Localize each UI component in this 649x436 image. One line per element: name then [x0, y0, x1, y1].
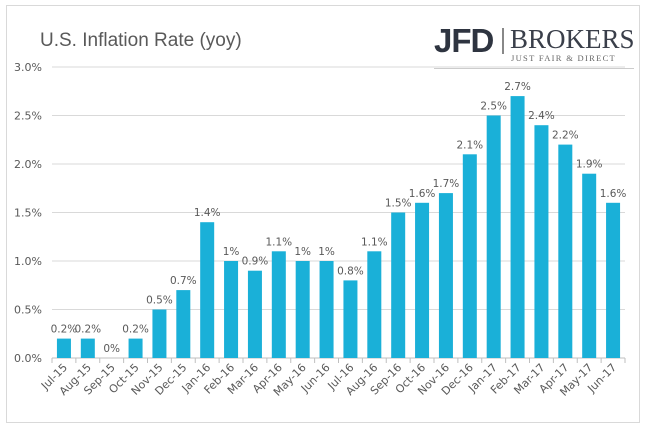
- y-tick-label: 1.0%: [14, 255, 42, 268]
- bar: [128, 338, 143, 358]
- bar: [415, 202, 430, 358]
- data-label: 2.4%: [528, 110, 555, 122]
- data-label: 0.2%: [74, 324, 101, 336]
- data-label: 1.1%: [361, 236, 388, 248]
- data-label: 0.9%: [242, 256, 269, 268]
- bar: [56, 338, 71, 358]
- logo-tagline: JUST FAIR & DIRECT: [511, 53, 617, 63]
- logo-brokers: BROKERS: [510, 24, 635, 54]
- bar: [271, 251, 286, 358]
- jfd-brokers-logo: JFD BROKERS JUST FAIR & DIRECT: [434, 22, 635, 69]
- logo-jfd: JFD: [434, 22, 494, 59]
- bar: [510, 96, 525, 358]
- bar: [582, 173, 597, 358]
- y-tick-label: 1.5%: [14, 207, 42, 220]
- y-tick-label: 2.0%: [14, 158, 42, 171]
- bar: [606, 202, 621, 358]
- data-label: 2.1%: [456, 139, 483, 151]
- bar: [247, 270, 262, 358]
- bar: [343, 280, 358, 358]
- data-label: 1.9%: [576, 159, 603, 171]
- data-label: 1%: [318, 246, 335, 258]
- logo-underline: [434, 68, 634, 69]
- bar: [224, 261, 239, 358]
- data-label: 1.6%: [409, 188, 436, 200]
- y-tick-label: 2.5%: [14, 110, 42, 123]
- bar: [200, 222, 215, 358]
- data-label: 0.2%: [122, 324, 149, 336]
- bar: [295, 261, 310, 358]
- data-label: 2.2%: [552, 130, 579, 142]
- bar: [558, 144, 573, 358]
- data-label: 1.1%: [265, 236, 292, 248]
- bar: [319, 261, 334, 358]
- data-label: 1.7%: [433, 178, 460, 190]
- data-label: 1.6%: [600, 188, 627, 200]
- y-tick-label: 3.0%: [14, 61, 42, 74]
- data-label: 2.5%: [480, 101, 507, 113]
- bar: [152, 309, 167, 358]
- bar: [367, 251, 382, 358]
- bar: [176, 290, 191, 358]
- y-tick-label: 0.5%: [14, 304, 42, 317]
- logo-separator: [502, 28, 504, 54]
- data-label: 1%: [223, 246, 240, 258]
- data-label: 1.4%: [194, 207, 221, 219]
- data-label: 0.2%: [51, 324, 78, 336]
- bar: [438, 193, 453, 358]
- data-label: 1.5%: [385, 198, 412, 210]
- bar: [462, 154, 477, 358]
- bar: [391, 212, 406, 358]
- bar: [80, 338, 95, 358]
- bar: [534, 125, 549, 358]
- bar: [486, 115, 501, 358]
- data-label: 0.8%: [337, 265, 364, 277]
- data-label: 0.5%: [146, 295, 173, 307]
- chart-frame: [6, 5, 640, 423]
- chart-title: U.S. Inflation Rate (yoy): [40, 30, 242, 51]
- data-label: 2.7%: [504, 81, 531, 93]
- data-label: 1%: [294, 246, 311, 258]
- data-label: 0%: [103, 343, 120, 355]
- y-tick-label: 0.0%: [14, 352, 42, 365]
- data-label: 0.7%: [170, 275, 197, 287]
